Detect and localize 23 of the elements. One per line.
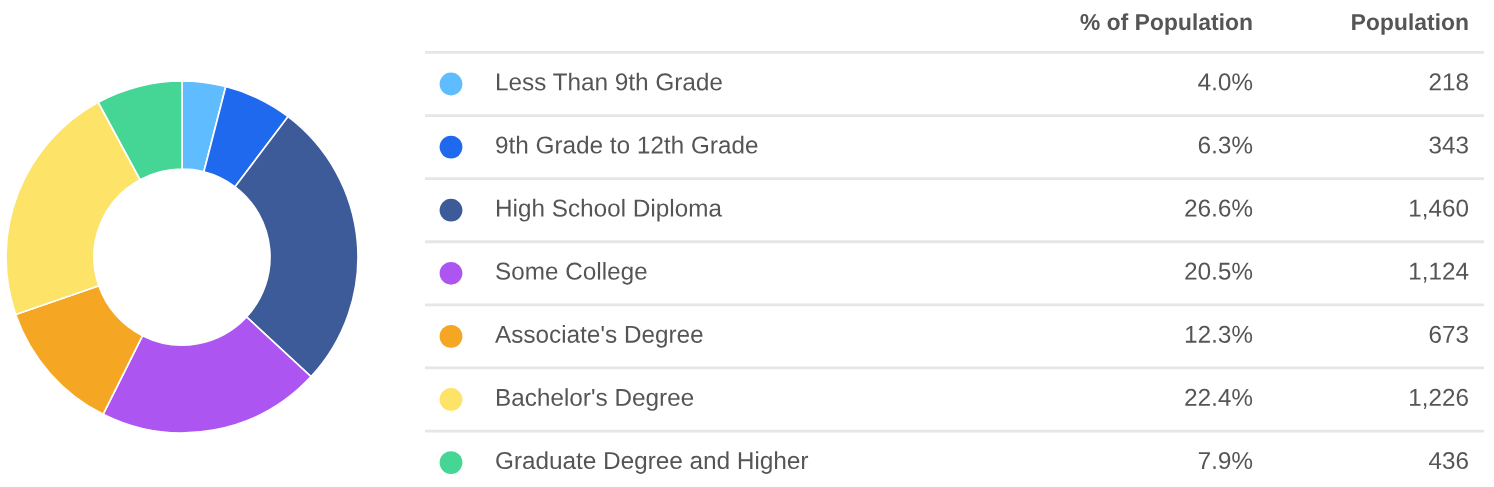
text: 1,124 — [1410, 262, 1469, 283]
text: 1,226 — [1410, 388, 1468, 409]
legend-label: Less Than 9th Grade — [496, 72, 722, 91]
text: 343 — [1429, 136, 1468, 154]
text: 436 — [1429, 451, 1468, 470]
text: % of Population — [1080, 13, 1252, 35]
legend-label: Bachelor's Degree — [496, 388, 694, 411]
data-label: 12.3% — [1185, 325, 1253, 343]
data-label: 20.5% — [1185, 262, 1253, 280]
text: 673 — [1429, 325, 1468, 343]
text: Population — [1352, 13, 1468, 35]
legend-label: Graduate Degree and Higher — [496, 451, 809, 474]
data-label: 7.9% — [1198, 451, 1253, 470]
legend-label: Associate's Degree — [495, 325, 703, 348]
data-label: 6.3% — [1198, 136, 1253, 154]
data-label: 26.6% — [1185, 199, 1253, 217]
legend-label: 9th Grade to 12th Grade — [496, 135, 758, 154]
data-label: 22.4% — [1185, 388, 1253, 406]
legend-label: Some College — [496, 261, 647, 285]
data-label: 4.0% — [1198, 73, 1253, 91]
text: 218 — [1429, 73, 1468, 91]
text: 1,460 — [1410, 199, 1469, 220]
legend-label: High School Diploma — [496, 198, 722, 222]
